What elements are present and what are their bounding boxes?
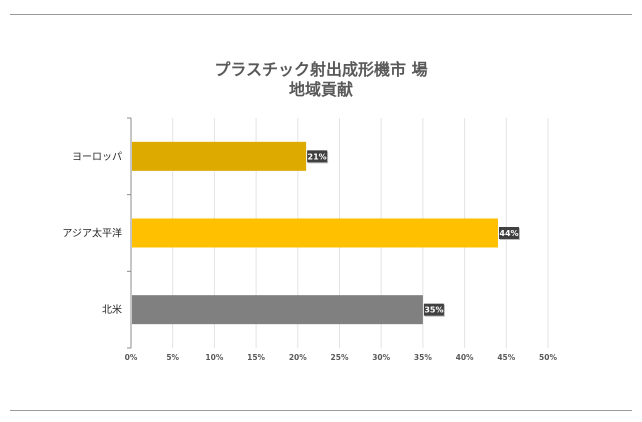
chart-title-line-2: 地域貢献 (288, 80, 353, 99)
chart-title-line-1: プラスチック射出成形機市 場 (214, 60, 428, 79)
bottom-rule (10, 410, 632, 411)
x-tick-label: 25% (331, 353, 349, 362)
x-tick-label: 45% (497, 353, 515, 362)
data-label: 35% (424, 306, 443, 315)
x-tick-label: 10% (205, 353, 223, 362)
bar (132, 218, 498, 248)
x-tick-label: 5% (166, 353, 179, 362)
x-tick-label: 40% (456, 353, 474, 362)
data-label: 44% (499, 229, 518, 238)
x-tick-label: 15% (247, 353, 265, 362)
x-tick-label: 35% (414, 353, 432, 362)
data-label-box (307, 150, 328, 163)
top-rule (10, 14, 632, 15)
category-label: アジア太平洋 (62, 227, 122, 240)
category-label: 北米 (102, 303, 122, 316)
data-label: 21% (308, 152, 327, 161)
x-tick-label: 50% (539, 353, 557, 362)
x-tick-label: 30% (372, 353, 390, 362)
bar (132, 141, 307, 171)
data-label-box (498, 227, 519, 239)
bar (132, 295, 423, 325)
x-tick-label: 0% (125, 353, 138, 362)
data-label-box (423, 303, 444, 316)
category-label: ヨーロッパ (72, 151, 122, 163)
x-tick-label: 20% (289, 353, 307, 362)
